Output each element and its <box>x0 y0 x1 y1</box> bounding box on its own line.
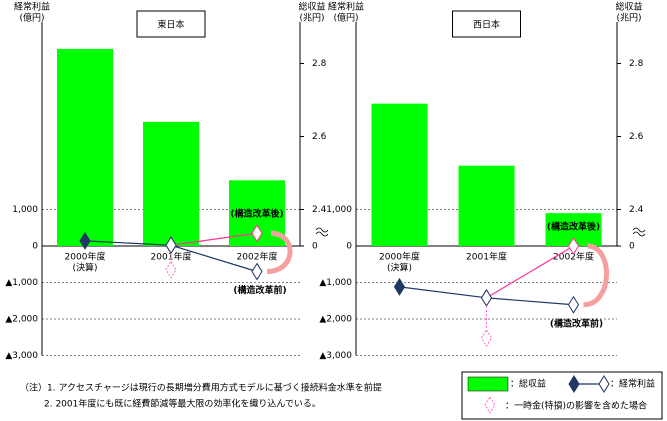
y-axis-label: (億円) <box>19 12 44 24</box>
after-reform-line <box>170 232 258 246</box>
lump-sum-marker <box>165 260 177 279</box>
bar <box>143 121 199 246</box>
chart-title: 西日本 <box>473 19 500 31</box>
y-tick-label: ▲3,000 <box>5 351 38 361</box>
y2-tick-label: 2.8 <box>312 59 327 69</box>
y2-tick-label: 2.8 <box>629 59 644 69</box>
x-tick-label: 2000年度 <box>379 251 420 263</box>
y-axis-label: (億円) <box>333 12 358 24</box>
x-tick-label: 2001年度 <box>466 251 507 263</box>
y2-tick-label: 0 <box>629 242 635 252</box>
x-tick-label: (決算) <box>387 262 412 274</box>
y2-tick-label: 2.4 <box>312 205 327 215</box>
legend-swatch <box>467 376 509 392</box>
profit-line-marker <box>393 277 406 296</box>
bar <box>57 48 113 247</box>
lump-sum-marker <box>480 329 493 347</box>
y2-axis-label: 総収益 <box>615 1 642 13</box>
y-tick-label: 0 <box>32 242 38 252</box>
annotation: (構造改革前) <box>233 284 286 296</box>
chart-title: 東日本 <box>157 19 184 31</box>
note: （注）1. アクセスチャージは現行の長期増分費用方式モデルに基づく接続料金水準を… <box>20 382 382 394</box>
bar <box>458 165 515 246</box>
y-tick-label: ▲3,000 <box>319 351 352 361</box>
legend-label: ：経常利益 <box>610 378 655 390</box>
annotation: (構造改革後) <box>547 221 600 233</box>
x-tick-label: 2002年度 <box>237 251 278 263</box>
y2-tick-label: 2.4 <box>629 205 644 215</box>
note: 2. 2001年度にも既に経費節減等最大限の効率化を織り込んでいる。 <box>44 398 321 410</box>
x-tick-label: (決算) <box>72 262 97 274</box>
axis-break <box>632 227 646 237</box>
after-reform-line-marker <box>251 224 263 243</box>
y-tick-label: ▲1,000 <box>5 278 38 288</box>
y2-tick-label: 2.6 <box>312 132 327 142</box>
profit-line-marker <box>567 295 580 314</box>
legend-label: ：総収益 <box>510 378 546 390</box>
legend-label: ：一時金(特損)の影響を含めた場合 <box>505 400 647 412</box>
x-tick-label: 2002年度 <box>553 251 594 263</box>
y2-axis-label: (兆円) <box>616 13 641 24</box>
y-axis-label: 経常利益 <box>14 1 50 13</box>
reform-arrow <box>583 243 609 308</box>
y-tick-label: ▲1,000 <box>319 278 352 288</box>
axis-break <box>315 227 329 237</box>
y-tick-label: 0 <box>346 242 352 252</box>
y-axis-label: 経常利益 <box>328 1 364 13</box>
legend-marker <box>484 396 496 414</box>
y2-tick-label: 2.6 <box>629 132 644 142</box>
after-reform-line <box>486 245 574 299</box>
after-reform-line-marker <box>567 237 580 255</box>
y2-axis-label: (兆円) <box>299 13 324 24</box>
y-tick-label: 1,000 <box>326 205 352 215</box>
y2-axis-label: 総収益 <box>298 1 325 13</box>
y-tick-label: ▲2,000 <box>5 315 38 325</box>
legend-marker <box>568 375 580 393</box>
profit-line-marker <box>251 262 263 281</box>
x-tick-label: 2000年度 <box>65 251 106 263</box>
legend-marker <box>598 375 610 393</box>
reform-arrow <box>266 230 293 275</box>
title-box <box>452 10 521 38</box>
annotation: (構造改革後) <box>230 208 283 220</box>
profit-line-marker <box>79 231 91 250</box>
x-tick-label: 2001年度 <box>151 251 192 263</box>
title-box <box>136 10 206 38</box>
profit-line-marker <box>480 288 493 307</box>
y2-tick-label: 0 <box>312 242 318 252</box>
annotation: (構造改革前) <box>550 317 603 329</box>
bar <box>371 103 428 247</box>
y-tick-label: ▲2,000 <box>319 315 352 325</box>
y-tick-label: 1,000 <box>12 205 38 215</box>
